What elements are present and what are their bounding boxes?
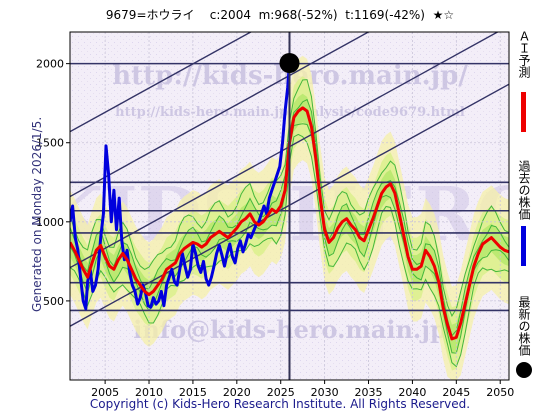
x-tick-label: 2020 [223,386,251,399]
plot-frame [69,31,510,381]
series-past-price [70,62,291,311]
legend-latest-label: 最新の株価 [517,296,531,356]
legend-ai-swatch [521,92,526,132]
legend-past-label: 過去の株価 [517,160,531,220]
copyright: Copyright (c) Kids-Hero Research Institu… [89,397,471,411]
x-tick-label: 2040 [398,386,426,399]
x-tick-label: 2045 [442,386,470,399]
y-tick-label: 2000 [36,58,64,71]
generated-date: Generated on Monday 2026/1/5. [30,116,44,312]
rating-stars: ★☆ [432,8,455,22]
legend-ai-label: ＡＩ予測 [517,30,531,78]
outer-band [70,55,509,380]
latest-price-marker [279,53,300,74]
x-tick-label: 2035 [355,386,383,399]
grid [70,32,509,380]
y-tick-label: 1000 [36,216,64,229]
trend-line [70,32,253,133]
x-tick-label: 2005 [91,386,119,399]
stock-code-name: 9679=ホウライ [105,8,195,22]
x-tick-label: 2010 [135,386,163,399]
axes: 2005 2010 2015 2020 2025 2030 2035 2040 2045 2050… [36,58,514,399]
y-tick-label: 1500 [36,137,64,150]
chart-header: 9679=ホウライ c:2004 m:968(-52%) t:1169(-42%… [0,6,560,23]
x-tick-label: 2015 [179,386,207,399]
y-tick-label: 500 [43,295,64,308]
current-price: c:2004 [209,8,251,22]
legend-latest-dot [516,362,532,378]
legend-past-swatch [521,226,526,266]
x-tick-label: 2050 [486,386,514,399]
target-info: t:1169(-42%) [345,8,425,22]
x-tick-label: 2030 [311,386,339,399]
max-info: m:968(-52%) [258,8,338,22]
x-tick-label: 2025 [267,386,295,399]
